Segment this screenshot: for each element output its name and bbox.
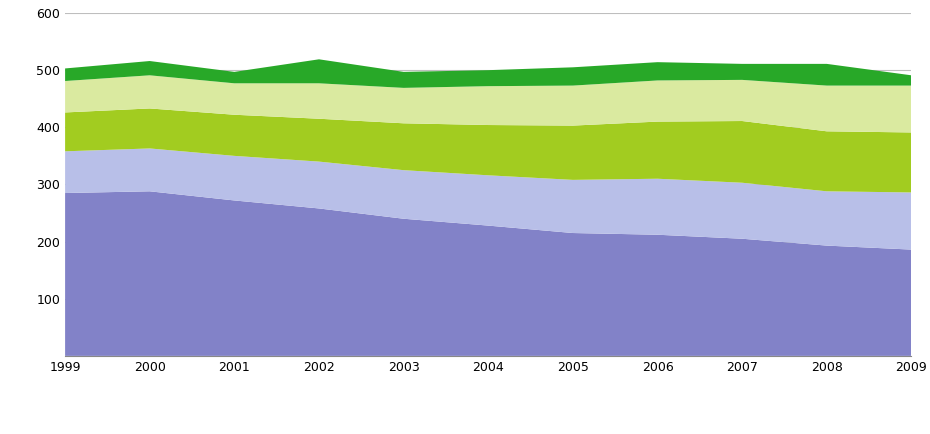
Legend: Ostatní, Kompostování, Recyklace, Spalování, Skládkování: Ostatní, Kompostování, Recyklace, Spalov…	[312, 430, 783, 434]
